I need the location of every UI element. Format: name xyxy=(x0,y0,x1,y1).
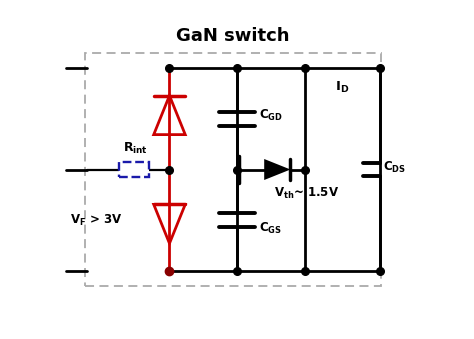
Text: C$_{\mathregular{GS}}$: C$_{\mathregular{GS}}$ xyxy=(259,221,282,236)
Text: V$_{\mathregular{th}}$~ 1.5V: V$_{\mathregular{th}}$~ 1.5V xyxy=(273,186,339,201)
Text: I$_{\mathregular{D}}$: I$_{\mathregular{D}}$ xyxy=(335,79,349,95)
Text: C$_{\mathregular{DS}}$: C$_{\mathregular{DS}}$ xyxy=(383,160,405,175)
Text: C$_{\mathregular{GD}}$: C$_{\mathregular{GD}}$ xyxy=(259,108,283,123)
Polygon shape xyxy=(264,159,291,180)
FancyBboxPatch shape xyxy=(119,162,149,177)
Text: V$_{\mathregular{F}}$ > 3V: V$_{\mathregular{F}}$ > 3V xyxy=(70,213,122,228)
Text: R$_{\mathregular{int}}$: R$_{\mathregular{int}}$ xyxy=(123,141,148,156)
Text: GaN switch: GaN switch xyxy=(176,27,290,45)
